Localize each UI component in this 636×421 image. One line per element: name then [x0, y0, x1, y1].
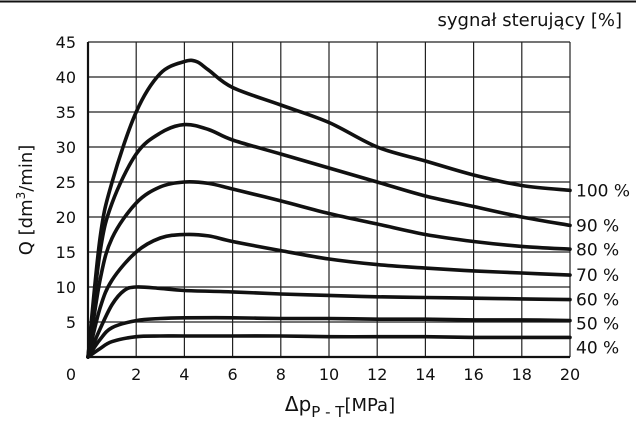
- y-tick-label: 35: [56, 103, 76, 122]
- series-labels: 100 % 90 % 80 % 70 % 60 % 50 % 40 %: [576, 181, 630, 358]
- series-line-40-percent: [86, 334, 572, 359]
- series-line-80-percent: [86, 180, 572, 359]
- chart-title: sygnał sterujący [%]: [438, 10, 623, 31]
- y-axis-title: Q [dm3/min]: [14, 145, 37, 256]
- y-tick-label: 5: [66, 313, 76, 332]
- y-axis-title-sup: 3: [14, 192, 28, 200]
- series-line-90-percent: [86, 122, 572, 359]
- x-tick-label: 2: [131, 365, 141, 384]
- x-tick-label: 14: [415, 365, 435, 384]
- x-axis-title: ΔpP - T[MPa]: [285, 392, 395, 421]
- x-tick-label: 12: [367, 365, 387, 384]
- x-tick-label: 16: [463, 365, 483, 384]
- y-tick-label: 45: [56, 33, 76, 52]
- y-axis-title-post: /min]: [16, 145, 37, 192]
- series-label: 60 %: [576, 291, 619, 311]
- x-tick-label: 10: [319, 365, 339, 384]
- x-axis-subscript: P - T: [311, 403, 345, 421]
- x-tick-label: 0: [66, 365, 76, 384]
- series-lines: [86, 58, 572, 359]
- x-axis-symbol: Δp: [285, 392, 311, 416]
- x-tick-label: 4: [179, 365, 189, 384]
- x-tick-label: 6: [228, 365, 238, 384]
- tick-labels: 0 2 4 6 8 10 12 14 16 18 20 5 10 15 20 25 30 35 40 45: [56, 33, 581, 384]
- x-tick-label: 8: [276, 365, 286, 384]
- x-axis-unit: [MPa]: [344, 395, 395, 416]
- y-tick-label: 40: [56, 68, 76, 87]
- y-tick-label: 25: [56, 173, 76, 192]
- series-label: 100 %: [576, 181, 630, 201]
- y-tick-label: 20: [56, 208, 76, 227]
- series-label: 70 %: [576, 266, 619, 286]
- y-tick-label: 30: [56, 138, 76, 157]
- series-line-100-percent: [86, 58, 572, 359]
- y-tick-label: 10: [56, 278, 76, 297]
- series-line-60-percent: [86, 285, 572, 359]
- series-label: 50 %: [576, 315, 619, 335]
- series-line-50-percent: [86, 315, 572, 359]
- grid-lines: [0, 0, 636, 359]
- series-label: 80 %: [576, 240, 619, 260]
- series-line-70-percent: [86, 232, 572, 359]
- x-tick-label: 18: [512, 365, 532, 384]
- series-label: 40 %: [576, 339, 619, 359]
- y-tick-label: 15: [56, 243, 76, 262]
- series-label: 90 %: [576, 216, 619, 236]
- x-tick-label: 20: [560, 365, 580, 384]
- y-axis-title-pre: Q [dm: [16, 199, 37, 255]
